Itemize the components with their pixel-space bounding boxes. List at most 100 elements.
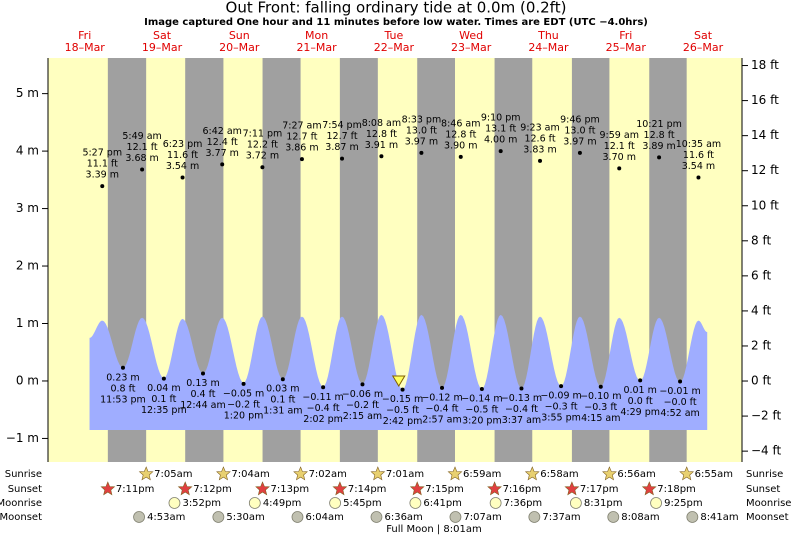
tide-label: −0.09 m	[540, 391, 581, 402]
tide-label: 6:42 am	[203, 126, 242, 137]
y-tick-label: 1 m	[16, 316, 39, 330]
tide-label: 3.97 m	[563, 136, 596, 147]
moonrise-icon	[329, 497, 342, 509]
sunset-icon	[100, 481, 116, 496]
high-tide-point	[340, 156, 345, 161]
tide-label: −0.12 m	[421, 392, 462, 403]
tide-label: 13.1 ft	[485, 124, 516, 135]
moonset-time: 8:08am	[621, 512, 659, 523]
tide-label: 0.1 ft	[270, 395, 295, 406]
high-tide-point	[100, 184, 105, 189]
moonset-icon	[449, 511, 462, 523]
tide-label: 13.0 ft	[564, 125, 595, 136]
high-tide-point	[617, 166, 622, 171]
moonrise-icon	[248, 497, 261, 509]
moonrise-time: 5:45pm	[343, 498, 382, 509]
tide-label: 3.70 m	[603, 152, 636, 163]
moonset-time: 8:41am	[700, 512, 738, 523]
high-tide-point	[419, 150, 424, 155]
chart-subtitle: Image captured One hour and 11 minutes b…	[144, 17, 648, 28]
sunset-icon	[487, 481, 502, 496]
sunset-time: 7:18pm	[657, 484, 696, 495]
tide-label: 6:23 pm	[163, 139, 203, 150]
tide-label: 3.72 m	[246, 151, 279, 162]
low-tide-point	[678, 379, 683, 384]
low-tide-point	[519, 386, 524, 391]
tide-label: 3.54 m	[166, 161, 199, 172]
sunrise-icon	[447, 466, 463, 481]
moonset-icon	[370, 511, 383, 523]
tide-label: 3.90 m	[444, 140, 477, 151]
tide-label: −0.15 m	[382, 394, 423, 405]
tide-label: 0.8 ft	[110, 383, 135, 394]
day-date: 18–Mar	[65, 41, 106, 54]
high-tide-point	[180, 175, 185, 180]
moon-phase: Full Moon | 8:01am	[386, 524, 482, 535]
sunset-icon	[332, 481, 348, 496]
day-name: Wed	[459, 29, 483, 42]
tide-label: 12.1 ft	[604, 141, 635, 152]
sunrise-time: 6:55am	[695, 469, 733, 480]
sunset-time: 7:17pm	[580, 484, 619, 495]
tide-label: −0.06 m	[342, 389, 383, 400]
day-date: 22–Mar	[374, 41, 415, 54]
tide-label: −0.4 ft	[307, 403, 340, 414]
sunrise-time: 6:59am	[463, 469, 501, 480]
tide-label: 0.4 ft	[190, 389, 215, 400]
high-tide-point	[220, 162, 225, 167]
row-label: Moonrise	[746, 498, 791, 509]
tide-label: 0.01 m	[623, 385, 656, 396]
y-tick-label: −1 m	[6, 431, 39, 445]
y2-tick-label: 10 ft	[751, 198, 779, 212]
tide-label: 12.7 ft	[286, 132, 317, 143]
tide-label: 7:27 am	[282, 121, 321, 132]
tide-label: −0.05 m	[223, 388, 264, 399]
sunset-icon	[641, 481, 657, 496]
y2-tick-label: 2 ft	[751, 338, 771, 352]
sunset-icon	[255, 481, 270, 496]
tide-label: 12.7 ft	[326, 131, 357, 142]
low-tide-point	[479, 387, 484, 392]
row-label: Sunrise	[746, 469, 783, 480]
low-tide-point	[241, 381, 246, 386]
high-tide-point	[696, 175, 701, 180]
sunrise-time: 7:04am	[231, 469, 269, 480]
tide-label: 2:57 am	[422, 414, 461, 425]
low-tide-point	[360, 382, 365, 387]
moonrise-icon	[168, 497, 181, 509]
moonrise-time: 3:52pm	[182, 498, 221, 509]
day-name: Sun	[229, 29, 250, 42]
day-date: 23–Mar	[451, 41, 492, 54]
day-date: 24–Mar	[528, 41, 569, 54]
tide-label: −0.0 ft	[664, 397, 697, 408]
y2-tick-label: 18 ft	[751, 58, 779, 72]
moonset-time: 4:53am	[147, 512, 185, 523]
tide-label: 4:52 am	[660, 408, 699, 419]
tide-label: −0.2 ft	[346, 400, 379, 411]
y-tick-label: 0 m	[16, 373, 39, 387]
day-name: Sat	[153, 29, 172, 42]
y-tick-label: 5 m	[16, 86, 39, 100]
tide-label: −0.2 ft	[227, 399, 260, 410]
low-tide-point	[400, 387, 405, 392]
day-date: 25–Mar	[606, 41, 647, 54]
tide-label: 12:44 am	[180, 400, 225, 411]
tide-label: −0.5 ft	[386, 405, 419, 416]
y2-tick-label: −4 ft	[751, 444, 782, 458]
sunset-time: 7:12pm	[193, 484, 232, 495]
row-label: Moonset	[0, 512, 42, 523]
moonset-icon	[686, 511, 699, 523]
tide-label: −0.4 ft	[505, 404, 538, 415]
high-tide-point	[458, 154, 463, 159]
sunset-icon	[564, 481, 580, 496]
moonrise-icon	[409, 497, 422, 509]
row-label: Sunset	[8, 484, 42, 495]
tide-label: 12.6 ft	[524, 133, 555, 144]
moonset-time: 5:30am	[226, 512, 264, 523]
moonset-icon	[133, 511, 145, 523]
sunset-time: 7:11pm	[116, 484, 155, 495]
sunrise-icon	[370, 466, 386, 481]
tide-label: 3.87 m	[325, 142, 358, 153]
sunrise-time: 7:02am	[309, 469, 347, 480]
